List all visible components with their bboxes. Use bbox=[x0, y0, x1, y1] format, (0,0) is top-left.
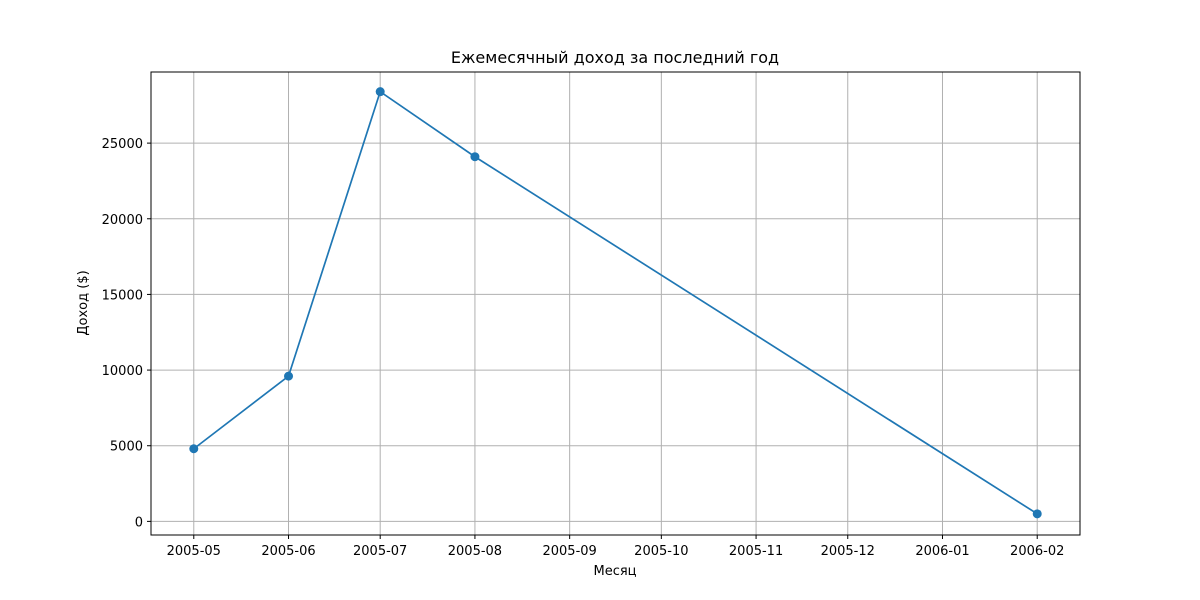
x-tick-label: 2005-12 bbox=[821, 544, 875, 559]
data-point bbox=[470, 152, 480, 162]
plot-area-frame bbox=[150, 71, 1081, 536]
x-tick-label: 2005-09 bbox=[542, 544, 596, 559]
y-tick-label: 0 bbox=[135, 515, 143, 530]
x-tick-label: 2005-07 bbox=[353, 544, 407, 559]
x-tick-label: 2005-05 bbox=[167, 544, 221, 559]
x-tick-label: 2005-08 bbox=[448, 544, 502, 559]
data-point bbox=[375, 87, 385, 97]
data-point bbox=[189, 444, 199, 454]
x-tick-label: 2006-01 bbox=[915, 544, 969, 559]
x-tick-label: 2005-10 bbox=[634, 544, 688, 559]
y-axis-title: Доход ($) bbox=[76, 270, 91, 335]
chart-title: Ежемесячный доход за последний год bbox=[451, 48, 779, 67]
y-tick-label: 10000 bbox=[102, 364, 143, 379]
y-tick-label: 25000 bbox=[102, 137, 143, 152]
x-axis-title: Месяц bbox=[593, 564, 636, 579]
x-tick-label: 2005-11 bbox=[729, 544, 783, 559]
x-tick-label: 2005-06 bbox=[261, 544, 315, 559]
series bbox=[189, 87, 1042, 519]
data-point bbox=[1032, 509, 1042, 519]
x-tick-label: 2006-02 bbox=[1010, 544, 1064, 559]
axes: 2005-05 2005-06 2005-07 2005-08 2005-09 2005-… bbox=[102, 137, 1065, 559]
y-tick-label: 5000 bbox=[110, 440, 143, 455]
y-tick-label: 15000 bbox=[102, 288, 143, 303]
grid bbox=[151, 72, 1080, 535]
y-tick-label: 20000 bbox=[102, 213, 143, 228]
data-point bbox=[284, 371, 294, 381]
